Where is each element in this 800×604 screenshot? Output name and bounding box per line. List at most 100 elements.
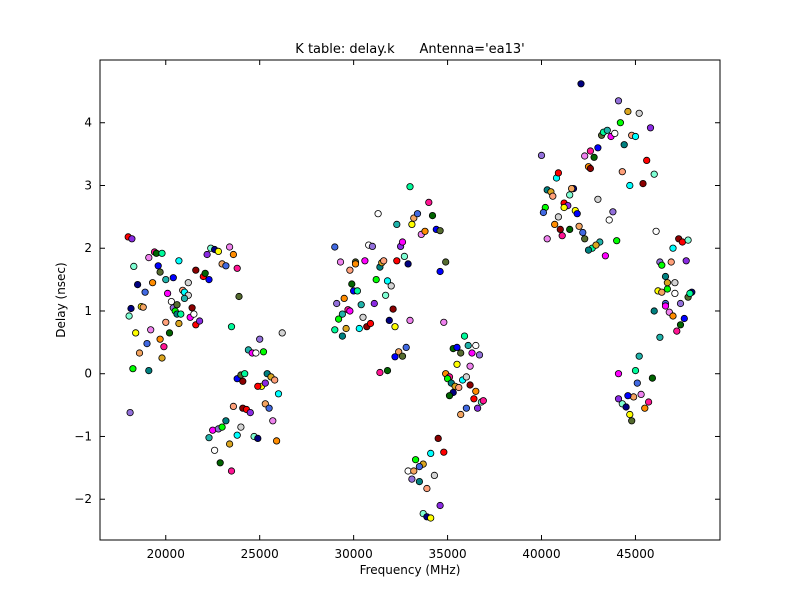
data-point	[338, 310, 346, 318]
data-point	[650, 307, 658, 315]
data-point	[147, 326, 155, 334]
data-point	[154, 262, 162, 270]
data-point	[387, 282, 395, 290]
data-point	[460, 332, 469, 340]
x-tick-label: 20000	[147, 547, 185, 561]
data-point	[239, 377, 247, 385]
data-point	[442, 258, 450, 266]
data-point	[650, 170, 658, 178]
data-point	[368, 242, 376, 250]
x-tick-label: 25000	[241, 547, 279, 561]
data-point	[127, 304, 135, 313]
data-point	[614, 370, 623, 378]
data-point	[430, 471, 438, 479]
data-point	[586, 164, 595, 173]
data-point	[466, 362, 474, 370]
data-point	[374, 210, 382, 218]
data-point	[203, 250, 211, 259]
data-point	[676, 321, 685, 329]
data-point	[468, 349, 476, 357]
data-point	[336, 258, 345, 266]
x-tick-label: 45000	[616, 547, 654, 561]
data-point	[566, 191, 574, 199]
data-point	[586, 147, 595, 155]
data-point	[415, 477, 423, 486]
data-point	[402, 343, 410, 351]
data-point	[581, 152, 589, 160]
data-point	[575, 222, 583, 230]
data-point	[391, 353, 399, 361]
data-point	[380, 257, 388, 265]
data-point	[192, 266, 200, 274]
data-point	[629, 393, 638, 401]
data-point	[577, 80, 585, 88]
data-point	[671, 279, 679, 287]
data-point	[227, 323, 236, 331]
data-point	[265, 404, 273, 412]
data-point	[462, 404, 470, 412]
data-point	[637, 390, 645, 398]
data-point	[331, 326, 339, 334]
data-point	[272, 437, 281, 445]
data-point	[376, 368, 384, 377]
data-point	[682, 257, 690, 265]
data-point	[652, 227, 660, 235]
data-point	[472, 341, 480, 350]
y-axis-label: Delay (nsec)	[54, 262, 68, 337]
x-tick-label: 35000	[428, 547, 466, 561]
data-point	[676, 299, 685, 308]
data-point	[164, 289, 172, 297]
data-point	[472, 387, 480, 395]
data-point	[398, 238, 407, 246]
data-point	[259, 348, 268, 356]
data-point	[408, 475, 416, 483]
data-point	[406, 316, 414, 324]
data-point	[205, 434, 213, 442]
data-point	[353, 287, 361, 295]
data-point	[180, 294, 189, 302]
data-point	[413, 210, 422, 218]
data-point	[680, 314, 688, 323]
data-point	[539, 208, 548, 217]
data-point	[425, 198, 433, 206]
data-point	[434, 434, 442, 442]
data-point	[410, 467, 418, 475]
data-point	[406, 183, 414, 191]
y-tick-label: 1	[84, 304, 92, 318]
data-point	[205, 275, 213, 284]
data-point	[338, 332, 346, 340]
axes-frame	[99, 59, 721, 541]
data-point	[613, 237, 621, 245]
data-point	[346, 266, 354, 274]
data-point	[141, 288, 149, 296]
data-point	[605, 216, 613, 224]
data-point	[464, 341, 472, 350]
data-point	[470, 395, 478, 403]
data-point	[631, 366, 640, 375]
data-point	[436, 267, 444, 276]
data-point	[554, 169, 563, 177]
data-point	[592, 241, 600, 249]
data-point	[594, 195, 602, 203]
data-point	[361, 257, 369, 265]
data-point	[560, 203, 568, 212]
data-point	[134, 280, 142, 289]
data-point	[436, 227, 444, 235]
data-point	[423, 484, 431, 493]
data-point	[129, 365, 137, 373]
data-point	[579, 228, 587, 237]
data-point	[421, 227, 429, 235]
data-point	[135, 349, 144, 357]
data-point	[158, 249, 166, 257]
data-point	[537, 151, 546, 159]
data-point	[216, 459, 224, 467]
data-point	[628, 417, 636, 425]
data-point	[383, 366, 392, 375]
data-point	[188, 304, 196, 312]
data-point	[211, 446, 219, 454]
data-point	[658, 261, 666, 269]
data-point	[222, 417, 230, 425]
data-point	[372, 275, 380, 284]
data-point	[611, 129, 619, 137]
